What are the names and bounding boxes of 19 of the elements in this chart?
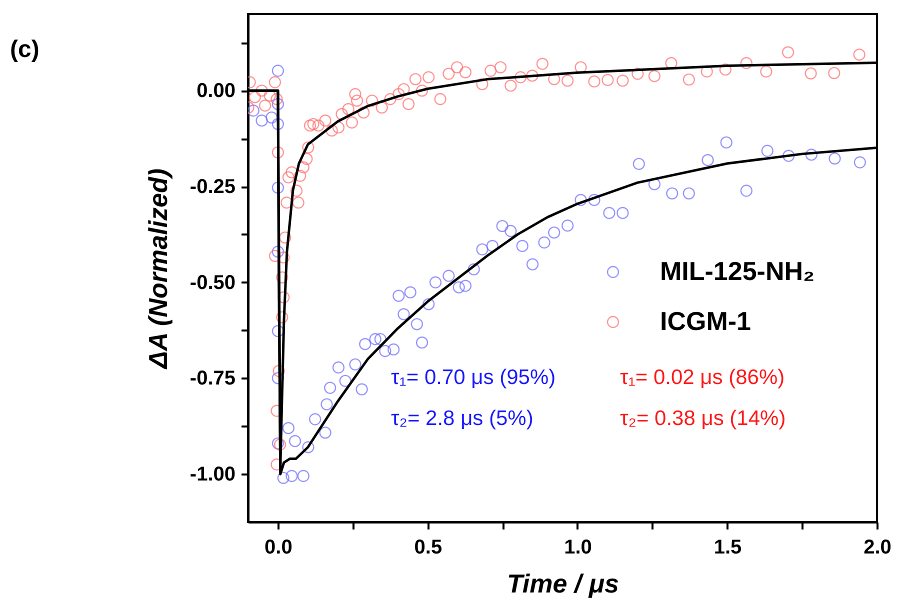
x-tick-label: 1.0 [564,536,592,558]
legend-label: MIL-125-NH₂ [660,256,815,286]
y-tick-label: 0.00 [196,80,236,102]
annotation: τ₁= 0.70 μs (95%) [391,366,556,389]
x-tick-label: 1.5 [714,536,742,558]
x-tick-label: 2.0 [864,536,892,558]
x-tick-label: 0.5 [414,536,442,558]
text: (c) [10,36,40,63]
annotation: τ₁= 0.02 μs (86%) [620,366,785,389]
legend-label: ICGM-1 [660,306,751,336]
y-axis-title: ΔA (Normalized) [142,168,173,370]
annotation: τ₂= 0.38 μs (14%) [620,407,786,430]
annotation: τ₂= 2.8 μs (5%) [391,407,534,430]
y-tick-label: -0.25 [190,176,236,198]
y-tick-label: -0.75 [190,368,236,390]
y-tick-label: -0.50 [190,272,236,294]
y-tick-label: -1.00 [190,464,236,486]
x-axis-title: Time / μs [506,568,620,598]
x-tick-label: 0.0 [264,536,292,558]
